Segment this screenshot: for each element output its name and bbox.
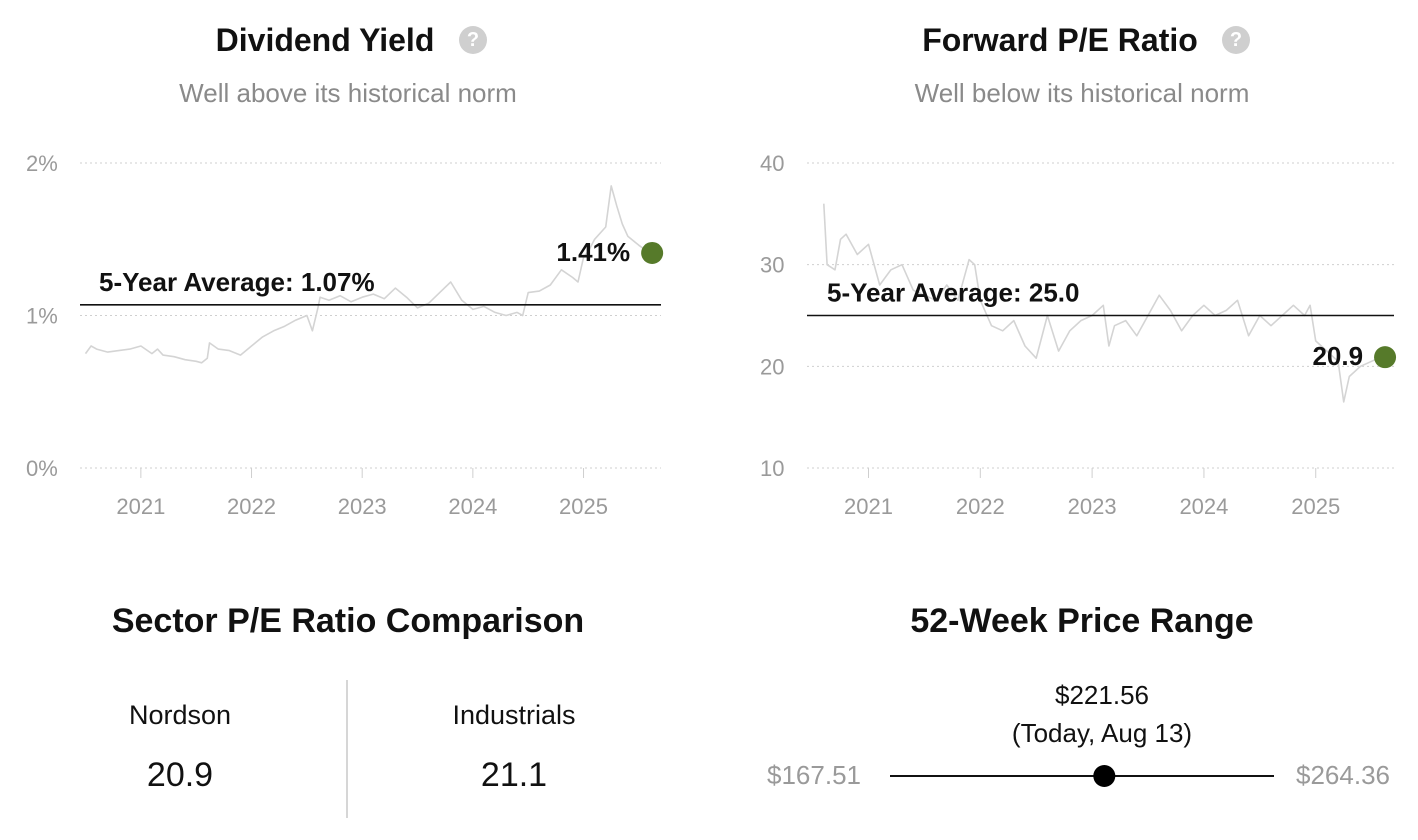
forward-pe-chart: 10 20 30 40 2021 2022 2023 2024 2025 5-Year Avera… [760, 151, 1397, 519]
forward-pe-panel: Forward P/E Ratio ? Well below its histo… [700, 0, 1418, 540]
y-tick-label: 1% [26, 304, 58, 329]
series-line [823, 203, 1381, 403]
sector-divider [346, 680, 348, 818]
x-tick-label: 2025 [559, 494, 608, 519]
dividend-yield-chart: 0% 1% 2% 2021 2022 2023 2024 2025 5-Year Average… [26, 151, 664, 519]
average-label: 5-Year Average: 25.0 [827, 278, 1079, 308]
sector-name-industry: Industrials [452, 700, 576, 730]
x-tick-label: 2022 [956, 494, 1005, 519]
x-tick-label: 2025 [1291, 494, 1340, 519]
dividend-yield-subtitle: Well above its historical norm [179, 78, 517, 108]
current-price: $221.56 [1055, 680, 1149, 710]
forward-pe-help-icon[interactable]: ? [1222, 26, 1250, 54]
x-tick-label: 2023 [1068, 494, 1117, 519]
sector-value-company: 20.9 [146, 756, 214, 794]
x-tick-label: 2021 [116, 494, 165, 519]
current-price-marker [1093, 765, 1116, 787]
x-tick-label: 2024 [1179, 494, 1228, 519]
current-value-label: 1.41% [556, 237, 630, 267]
sector-pe-panel: Sector P/E Ratio Comparison Nordson 20.9… [0, 560, 700, 840]
current-value-marker [1374, 346, 1397, 369]
price-range-panel: 52-Week Price Range $221.56 (Today, Aug … [700, 560, 1418, 840]
forward-pe-title: Forward P/E Ratio [922, 22, 1198, 58]
y-tick-label: 2% [26, 151, 58, 176]
forward-pe-subtitle: Well below its historical norm [914, 78, 1250, 108]
y-tick-label: 20 [760, 354, 784, 379]
series-line [84, 185, 649, 364]
x-tick-label: 2024 [448, 494, 497, 519]
sector-value-industry: 21.1 [480, 756, 548, 794]
x-tick-label: 2021 [844, 494, 893, 519]
current-value-label: 20.9 [1312, 341, 1363, 371]
sector-pe-title: Sector P/E Ratio Comparison [111, 602, 585, 640]
y-tick-label: 40 [760, 151, 784, 176]
average-label: 5-Year Average: 1.07% [99, 267, 375, 297]
dividend-yield-help-icon[interactable]: ? [459, 26, 487, 54]
sector-name-company: Nordson [128, 700, 232, 730]
x-tick-label: 2022 [227, 494, 276, 519]
price-range-title: 52-Week Price Range [910, 602, 1254, 640]
dividend-yield-panel: Dividend Yield ? Well above its historic… [0, 0, 700, 540]
y-tick-label: 10 [760, 456, 784, 481]
x-tick-label: 2023 [338, 494, 387, 519]
price-range-bar [890, 765, 1274, 787]
dividend-yield-title: Dividend Yield [215, 22, 435, 58]
current-value-marker [641, 241, 664, 264]
y-tick-label: 0% [26, 456, 58, 481]
y-tick-label: 30 [760, 253, 784, 278]
current-price-note: (Today, Aug 13) [1011, 718, 1193, 748]
range-high: $264.36 [1296, 760, 1390, 790]
range-low: $167.51 [767, 760, 861, 790]
